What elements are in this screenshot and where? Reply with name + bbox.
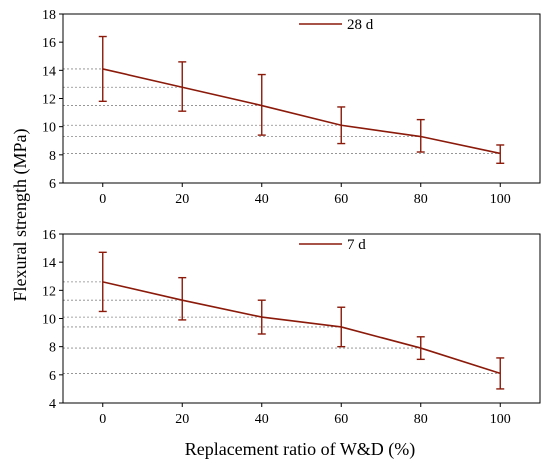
plot-frame — [62, 13, 541, 184]
y-tick-label: 6 — [49, 177, 56, 192]
panel-7d: 4 6 8 10 12 14 16 0 20 40 60 80 100 7 d — [42, 228, 541, 427]
y-tick-label: 8 — [49, 149, 56, 164]
y-tick-label: 14 — [42, 256, 56, 271]
x-axis-title: Replacement ratio of W&D (%) — [185, 439, 416, 460]
y-tick-label: 14 — [42, 64, 56, 79]
panel-28d: 6 8 10 12 14 16 18 0 20 40 60 80 100 28 d — [42, 8, 541, 207]
y-tick-label: 12 — [42, 93, 56, 108]
y-tick-label: 10 — [42, 313, 56, 328]
y-tick-label: 4 — [49, 397, 56, 412]
y-tick-label: 10 — [42, 121, 56, 136]
x-tick-label: 40 — [255, 192, 269, 207]
y-tick-label: 16 — [42, 36, 56, 51]
legend-label: 28 d — [347, 17, 374, 33]
x-tick-label: 100 — [490, 412, 511, 427]
x-tick-label: 20 — [175, 412, 189, 427]
y-tick-label: 18 — [42, 8, 56, 23]
x-tick-label: 20 — [175, 192, 189, 207]
x-tick-label: 60 — [334, 412, 348, 427]
x-tick-label: 40 — [255, 412, 269, 427]
y-tick-label: 6 — [49, 369, 56, 384]
x-tick-label: 60 — [334, 192, 348, 207]
legend-label: 7 d — [347, 237, 366, 253]
series-line-28d — [102, 68, 501, 155]
y-axis-title: Flexural strength (MPa) — [10, 129, 31, 302]
y-tick-label: 8 — [49, 341, 56, 356]
x-tick-label: 0 — [99, 192, 106, 207]
x-tick-label: 100 — [490, 192, 511, 207]
x-tick-label: 80 — [414, 412, 428, 427]
x-tick-label: 0 — [99, 412, 106, 427]
y-tick-label: 12 — [42, 284, 56, 299]
plot-frame — [62, 233, 541, 404]
series-line-7d — [102, 281, 501, 375]
y-tick-label: 16 — [42, 228, 56, 243]
x-tick-label: 80 — [414, 192, 428, 207]
